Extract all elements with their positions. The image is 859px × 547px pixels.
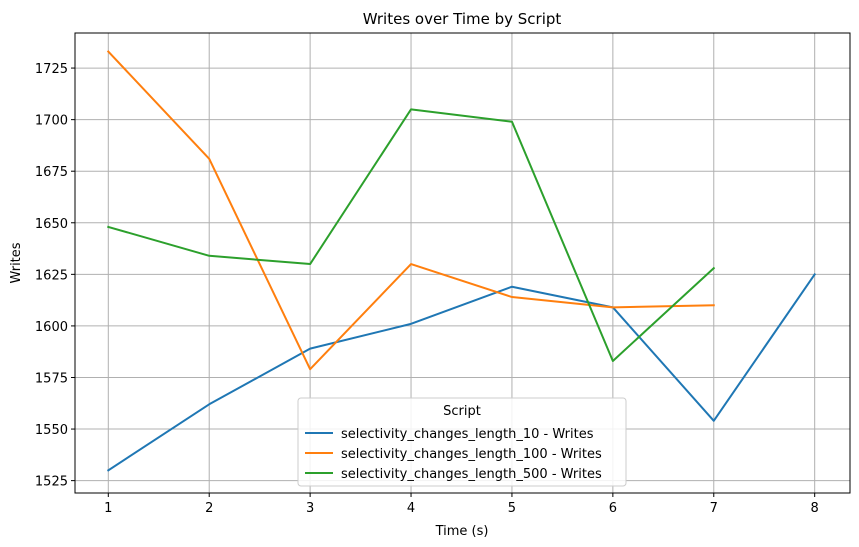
- grid: [75, 33, 850, 493]
- y-tick-label: 1675: [35, 165, 68, 180]
- y-tick-label: 1600: [35, 320, 68, 335]
- x-tick-label: 3: [306, 501, 314, 516]
- legend-label-3: selectivity_changes_length_500 - Writes: [341, 467, 602, 482]
- y-tick-label: 1550: [35, 423, 68, 438]
- x-axis: 1 2 3 4 5 6 7 8: [104, 493, 819, 516]
- legend-label-1: selectivity_changes_length_10 - Writes: [341, 427, 594, 442]
- series-line-2: [106, 50, 715, 371]
- x-tick-label: 5: [508, 501, 516, 516]
- chart-title: Writes over Time by Script: [363, 10, 562, 28]
- x-tick-label: 4: [407, 501, 415, 516]
- plot-frame: [74, 32, 851, 494]
- y-tick-label: 1650: [35, 217, 68, 232]
- y-axis-title: Writes: [9, 242, 24, 283]
- legend: Script selectivity_changes_length_10 - W…: [297, 397, 627, 487]
- series-line-1: [106, 272, 817, 472]
- y-tick-label: 1625: [35, 268, 68, 283]
- legend-title: Script: [443, 404, 481, 419]
- x-tick-label: 6: [609, 501, 617, 516]
- y-tick-label: 1575: [35, 371, 68, 386]
- series-layer: [106, 50, 817, 472]
- y-axis: 1525 1550 1575 1600 1625 1650 1675 1700 1725: [35, 62, 75, 490]
- x-tick-label: 8: [811, 501, 819, 516]
- y-tick-label: 1725: [35, 62, 68, 77]
- series-line-3: [107, 108, 716, 362]
- x-tick-label: 7: [710, 501, 718, 516]
- x-tick-label: 1: [104, 501, 112, 516]
- x-axis-title: Time (s): [435, 524, 489, 539]
- y-tick-label: 1700: [35, 114, 68, 129]
- y-tick-label: 1525: [35, 475, 68, 490]
- legend-label-2: selectivity_changes_length_100 - Writes: [341, 447, 602, 462]
- x-tick-label: 2: [205, 501, 213, 516]
- legend-box: [297, 397, 627, 487]
